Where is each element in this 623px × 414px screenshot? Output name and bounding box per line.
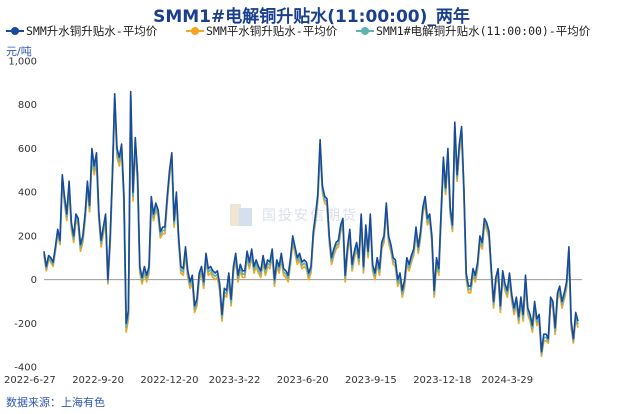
x-tick-label: 2022-12-20 <box>140 375 198 386</box>
x-tick-label: 2023-9-15 <box>345 375 397 386</box>
y-tick-label: 1,000 <box>8 57 37 68</box>
legend: SMM升水铜升贴水-平均价 SMM平水铜升贴水-平均价 SMM1#电解铜升贴水(… <box>6 23 618 41</box>
y-tick-label: 0 <box>31 275 37 286</box>
data-source: 数据来源：上海有色 <box>6 396 105 409</box>
watermark-logo-icon <box>228 202 254 228</box>
legend-item-electrolytic[interactable]: SMM1#电解铜升贴水(11:00:00)-平均价 <box>356 23 590 39</box>
legend-marker-premium <box>6 25 24 37</box>
x-tick-label: 2023-12-18 <box>413 375 471 386</box>
y-tick-label: 600 <box>18 144 37 155</box>
x-tick-label: 2023-3-22 <box>209 375 261 386</box>
legend-label-flat: SMM平水铜升贴水-平均价 <box>206 24 338 38</box>
y-tick-label: 400 <box>18 188 37 199</box>
legend-marker-flat <box>186 25 204 37</box>
watermark-text: 国投安信期货 <box>262 208 358 224</box>
y-tick-label: -400 <box>14 363 37 374</box>
y-tick-label: 200 <box>18 231 37 242</box>
y-tick-label: 800 <box>18 100 37 111</box>
watermark: 国投安信期货 <box>228 202 358 228</box>
x-tick-label: 2022-9-20 <box>72 375 124 386</box>
chart-title: SMM1#电解铜升贴水(11:00:00)_两年 <box>153 7 470 27</box>
legend-label-premium: SMM升水铜升贴水-平均价 <box>26 24 158 38</box>
y-tick-label: -200 <box>14 319 37 330</box>
legend-label-electrolytic: SMM1#电解铜升贴水(11:00:00)-平均价 <box>376 24 591 38</box>
x-tick-label: 2023-6-20 <box>277 375 329 386</box>
legend-marker-electrolytic <box>356 25 374 37</box>
y-axis-unit: 元/吨 <box>6 45 32 58</box>
x-tick-label: 2022-6-27 <box>4 375 56 386</box>
series-line-premium <box>43 90 579 353</box>
legend-item-premium[interactable]: SMM升水铜升贴水-平均价 <box>6 23 157 39</box>
legend-item-flat[interactable]: SMM平水铜升贴水-平均价 <box>186 23 337 39</box>
x-tick-label: 2024-3-29 <box>481 375 533 386</box>
